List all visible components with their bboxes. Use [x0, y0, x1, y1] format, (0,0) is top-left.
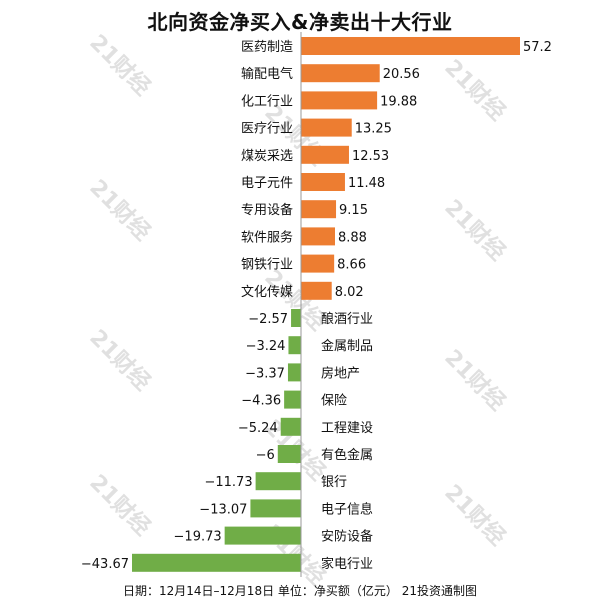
value-label: −43.67	[81, 557, 129, 572]
category-label: 医疗行业	[241, 122, 293, 137]
value-label: 8.88	[338, 230, 367, 245]
bar-positive	[301, 254, 335, 273]
bar-positive	[301, 91, 378, 110]
category-label: 专用设备	[241, 202, 293, 218]
category-label: 软件服务	[241, 229, 293, 245]
watermark-text: 21财经	[84, 29, 155, 100]
category-label: 酿酒行业	[321, 311, 373, 327]
category-label: 家电行业	[321, 556, 373, 572]
bar-negative	[277, 445, 301, 463]
value-label: 20.56	[383, 67, 420, 82]
bar-positive	[301, 173, 345, 191]
category-label: 工程建设	[321, 421, 373, 436]
bar-negative	[250, 499, 301, 518]
category-label: 医药制造	[241, 40, 293, 55]
category-label: 安防设备	[321, 529, 373, 545]
value-label: 11.48	[348, 176, 385, 191]
value-label: 19.88	[380, 94, 417, 109]
value-label: 8.02	[335, 285, 364, 300]
value-label: −11.73	[204, 475, 252, 490]
value-label: −6	[256, 448, 275, 463]
chart-title: 北向资金净买入&净卖出十大行业	[147, 10, 453, 34]
bars-layer	[132, 32, 520, 577]
value-label: 12.53	[352, 149, 389, 164]
bar-positive	[301, 64, 380, 83]
watermark-text: 21财经	[439, 194, 510, 265]
bar-positive	[301, 118, 352, 137]
value-label: 8.66	[337, 258, 366, 273]
category-label: 电子信息	[321, 501, 373, 517]
category-label: 化工行业	[241, 94, 293, 109]
value-label: 9.15	[339, 203, 368, 218]
value-label: −3.37	[245, 366, 285, 381]
value-label: −13.07	[199, 502, 247, 517]
watermark-text: 21财经	[439, 479, 510, 550]
bar-positive	[301, 227, 335, 246]
bar-positive	[301, 281, 332, 300]
bar-negative	[284, 390, 301, 409]
bar-negative	[287, 363, 301, 382]
bar-positive	[301, 145, 349, 164]
category-label: 输配电气	[241, 66, 293, 82]
category-label: 银行	[321, 475, 347, 490]
watermark-text: 21财经	[439, 344, 510, 415]
bar-negative	[224, 526, 301, 545]
watermark-text: 21财经	[84, 324, 155, 395]
value-label: −19.73	[174, 530, 222, 545]
category-label: 钢铁行业	[241, 258, 293, 273]
value-label: 57.2	[523, 40, 552, 55]
category-label: 保险	[321, 394, 347, 409]
value-label: −2.57	[248, 312, 288, 327]
value-label: −3.24	[246, 339, 286, 354]
chart-footer: 日期：12月14日–12月18日 单位：净买额（亿元） 21投资通制图	[123, 584, 477, 598]
bar-negative	[291, 309, 301, 327]
category-label: 房地产	[321, 365, 360, 381]
bar-negative	[132, 553, 301, 572]
category-label: 文化传媒	[241, 285, 293, 300]
category-label: 有色金属	[321, 447, 373, 463]
value-label: −5.24	[238, 421, 278, 436]
bar-negative	[255, 472, 301, 491]
category-label: 电子元件	[241, 176, 293, 191]
watermark-text: 21财经	[84, 174, 155, 245]
bar-positive	[301, 200, 337, 219]
value-label: 13.25	[355, 122, 392, 137]
watermark-text: 21财经	[84, 469, 155, 540]
category-label: 金属制品	[321, 338, 373, 354]
watermark-text: 21财经	[439, 54, 510, 125]
labels-layer: 医药制造 57.2 输配电气 20.56 化工行业 19.88 医疗行业 13.25 煤炭采选 1…	[81, 40, 552, 572]
category-label: 煤炭采选	[241, 149, 293, 164]
value-label: −4.36	[241, 394, 281, 409]
bar-negative	[288, 336, 301, 355]
bar-negative	[280, 417, 301, 436]
bar-positive	[301, 37, 520, 55]
